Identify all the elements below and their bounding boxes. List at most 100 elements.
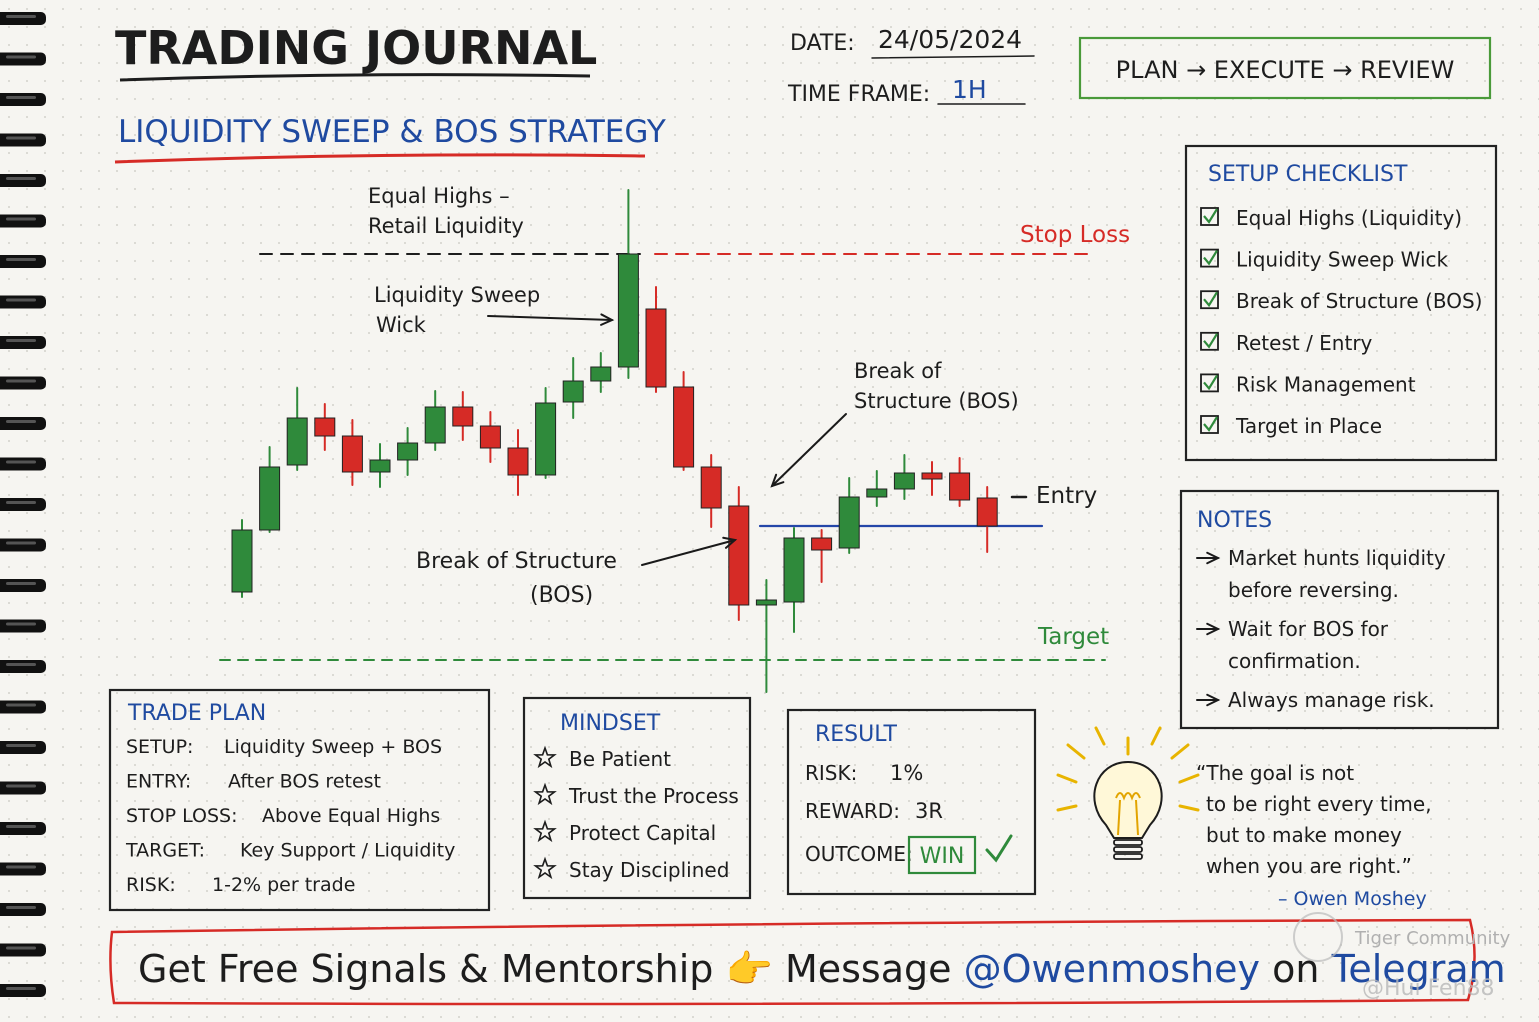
annotation: Equal Highs – [368, 184, 510, 208]
spiral-shine [6, 906, 36, 909]
spiral-ring [0, 700, 46, 714]
spiral-ring [0, 538, 46, 552]
spiral-ring [0, 660, 46, 673]
mindset-box [522, 696, 752, 900]
banner-part: @Owenmoshey [964, 947, 1260, 991]
result-label: REWARD: [805, 799, 900, 823]
candle-body [893, 472, 915, 490]
bulb-ray [1094, 726, 1106, 746]
spiral-ring [0, 376, 46, 390]
spiral-ring [0, 336, 46, 349]
watermark: Tiger Community [1354, 928, 1511, 949]
flow: PLAN → EXECUTE → REVIEW [1116, 56, 1455, 84]
spiral-shine [6, 258, 36, 261]
notes-box [1179, 489, 1500, 730]
candle-body [562, 380, 584, 403]
outcome-check [985, 834, 1013, 863]
checkbox [1200, 248, 1219, 268]
spiral-ring [0, 133, 46, 147]
trade-plan-label: RISK: [126, 874, 176, 896]
spiral-shine [6, 663, 36, 666]
candle-body [479, 425, 501, 449]
trade-plan-label: SETUP: [126, 736, 193, 758]
bulb-base [1113, 846, 1143, 853]
annotation-arrow [771, 413, 847, 487]
candle-body [949, 472, 971, 501]
spiral-shine [6, 541, 36, 545]
title-underline [119, 73, 591, 82]
candle-body [259, 466, 281, 531]
spiral-ring [0, 984, 46, 997]
flow-box [1078, 36, 1492, 100]
trade-plan-label: STOP LOSS: [126, 805, 238, 827]
candle-body [866, 488, 888, 498]
banner-part: on [1272, 947, 1319, 991]
checklist-box [1184, 144, 1498, 462]
note-arrow-head [1206, 693, 1221, 707]
candle-body [976, 497, 998, 527]
annotation: (BOS) [530, 583, 593, 608]
candle-body [369, 459, 391, 473]
timeframe-label: TIME FRAME: [787, 82, 930, 107]
candle-body [397, 442, 419, 461]
banner-border [109, 918, 1476, 1006]
trade-plan-value: Above Equal Highs [262, 805, 440, 827]
trade-plan-label: ENTRY: [126, 771, 191, 793]
checklist-item: Risk Management [1236, 372, 1416, 396]
result-label: RISK: [805, 761, 857, 785]
annotation: Wick [376, 313, 427, 337]
entry-label: Entry [1036, 483, 1097, 509]
spiral-ring [0, 214, 46, 228]
timeframe: 1H [952, 75, 987, 104]
candle-body [755, 599, 777, 606]
result-label: OUTCOME: [805, 842, 913, 866]
bulb-ray [1178, 804, 1200, 812]
bulb-ray [1056, 804, 1078, 812]
stop-loss-label: Stop Loss [1020, 222, 1130, 248]
banner-part: Get Free Signals & Mentorship [138, 947, 713, 991]
annotation-arrow-head [600, 313, 615, 326]
spiral-shine [6, 784, 36, 788]
bulb [1093, 760, 1163, 839]
spiral-ring [0, 295, 46, 309]
mindset-title: MINDSET [560, 711, 661, 736]
spiral-ring [0, 579, 46, 592]
mindset-item: Be Patient [569, 747, 671, 771]
candle-body [700, 466, 722, 509]
note-line: Wait for BOS for [1228, 617, 1389, 641]
star [533, 856, 557, 880]
watermark: @Hui Fen88 [1362, 976, 1495, 1001]
checkmark [1203, 208, 1218, 224]
spiral-shine [6, 15, 36, 18]
mindset-item: Stay Disciplined [569, 858, 729, 882]
checkbox [1200, 415, 1219, 434]
bulb-base [1113, 839, 1143, 846]
star [533, 745, 557, 769]
trade-plan-value: After BOS retest [228, 771, 381, 793]
result-value: 1% [890, 761, 923, 785]
mindset-item: Protect Capital [569, 821, 716, 845]
checklist-item: Retest / Entry [1236, 331, 1373, 355]
spiral-ring [0, 457, 46, 471]
candle-body [673, 386, 695, 468]
spiral-ring [0, 903, 46, 916]
spiral-shine [6, 217, 36, 221]
candle-body [452, 406, 474, 427]
trade-plan-label: TARGET: [125, 840, 205, 862]
spiral-ring [0, 498, 46, 511]
annotation: Break of Structure [416, 549, 617, 574]
candle-body [590, 366, 612, 382]
checkmark [1203, 291, 1218, 308]
spiral-shine [6, 582, 36, 585]
spiral-shine [6, 946, 36, 950]
checklist-item: Liquidity Sweep Wick [1236, 248, 1449, 272]
result-value: 3R [915, 799, 943, 823]
checklist-item: Target in Place [1235, 414, 1382, 438]
date-label: DATE: [790, 31, 855, 56]
trade-plan-value: Key Support / Liquidity [240, 840, 455, 862]
result-box [786, 708, 1037, 896]
spiral-ring [0, 174, 46, 187]
trade-plan-value: 1-2% per trade [212, 874, 355, 896]
spiral-ring [0, 781, 46, 795]
